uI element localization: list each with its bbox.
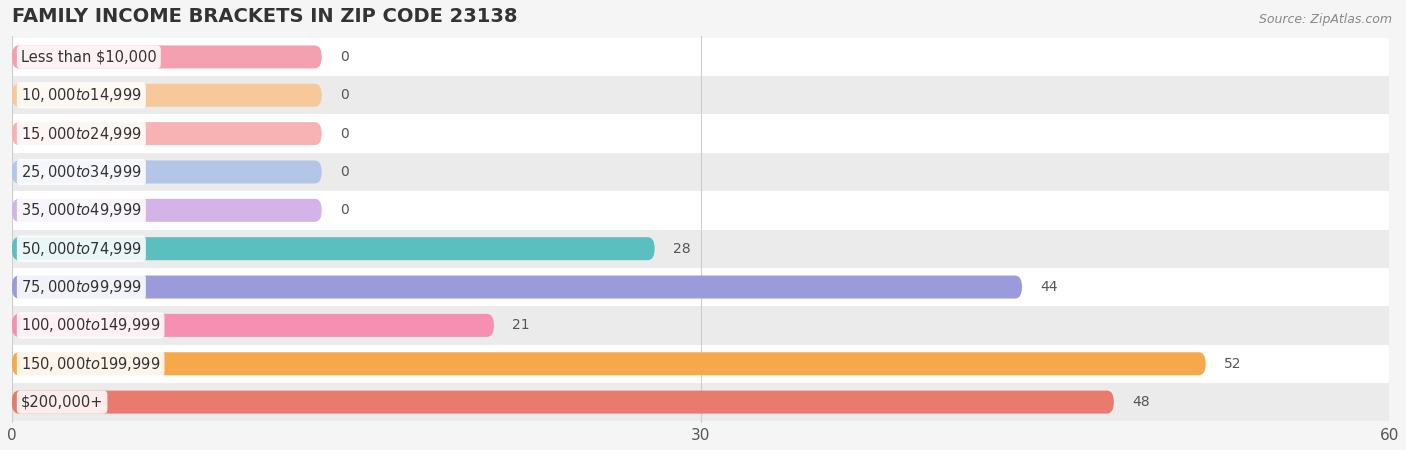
Text: Less than $10,000: Less than $10,000: [21, 50, 156, 64]
Bar: [11, 38, 1389, 76]
FancyBboxPatch shape: [11, 275, 1022, 298]
Text: 0: 0: [340, 88, 349, 102]
Text: 0: 0: [340, 203, 349, 217]
FancyBboxPatch shape: [11, 45, 322, 68]
Bar: [11, 191, 1389, 230]
Bar: [11, 230, 1389, 268]
Text: $100,000 to $149,999: $100,000 to $149,999: [21, 316, 160, 334]
Bar: [11, 345, 1389, 383]
Bar: [11, 153, 1389, 191]
Text: $35,000 to $49,999: $35,000 to $49,999: [21, 201, 142, 219]
Bar: [11, 114, 1389, 153]
Text: 0: 0: [340, 126, 349, 141]
Text: $200,000+: $200,000+: [21, 395, 103, 410]
Text: 0: 0: [340, 50, 349, 64]
Text: $10,000 to $14,999: $10,000 to $14,999: [21, 86, 142, 104]
Bar: [11, 306, 1389, 345]
FancyBboxPatch shape: [11, 122, 322, 145]
Text: $50,000 to $74,999: $50,000 to $74,999: [21, 240, 142, 258]
Text: 21: 21: [512, 319, 530, 333]
FancyBboxPatch shape: [11, 352, 1206, 375]
Text: $25,000 to $34,999: $25,000 to $34,999: [21, 163, 142, 181]
FancyBboxPatch shape: [11, 237, 655, 260]
Text: 48: 48: [1132, 395, 1150, 409]
FancyBboxPatch shape: [11, 391, 1114, 414]
Text: $150,000 to $199,999: $150,000 to $199,999: [21, 355, 160, 373]
Bar: [11, 268, 1389, 306]
FancyBboxPatch shape: [11, 161, 322, 184]
Text: 0: 0: [340, 165, 349, 179]
Text: $75,000 to $99,999: $75,000 to $99,999: [21, 278, 142, 296]
Bar: [11, 383, 1389, 421]
Text: Source: ZipAtlas.com: Source: ZipAtlas.com: [1258, 14, 1392, 27]
Text: $15,000 to $24,999: $15,000 to $24,999: [21, 125, 142, 143]
FancyBboxPatch shape: [11, 84, 322, 107]
Text: FAMILY INCOME BRACKETS IN ZIP CODE 23138: FAMILY INCOME BRACKETS IN ZIP CODE 23138: [11, 7, 517, 26]
Bar: [11, 76, 1389, 114]
FancyBboxPatch shape: [11, 314, 494, 337]
Text: 52: 52: [1225, 357, 1241, 371]
FancyBboxPatch shape: [11, 199, 322, 222]
Text: 28: 28: [673, 242, 690, 256]
Text: 44: 44: [1040, 280, 1057, 294]
